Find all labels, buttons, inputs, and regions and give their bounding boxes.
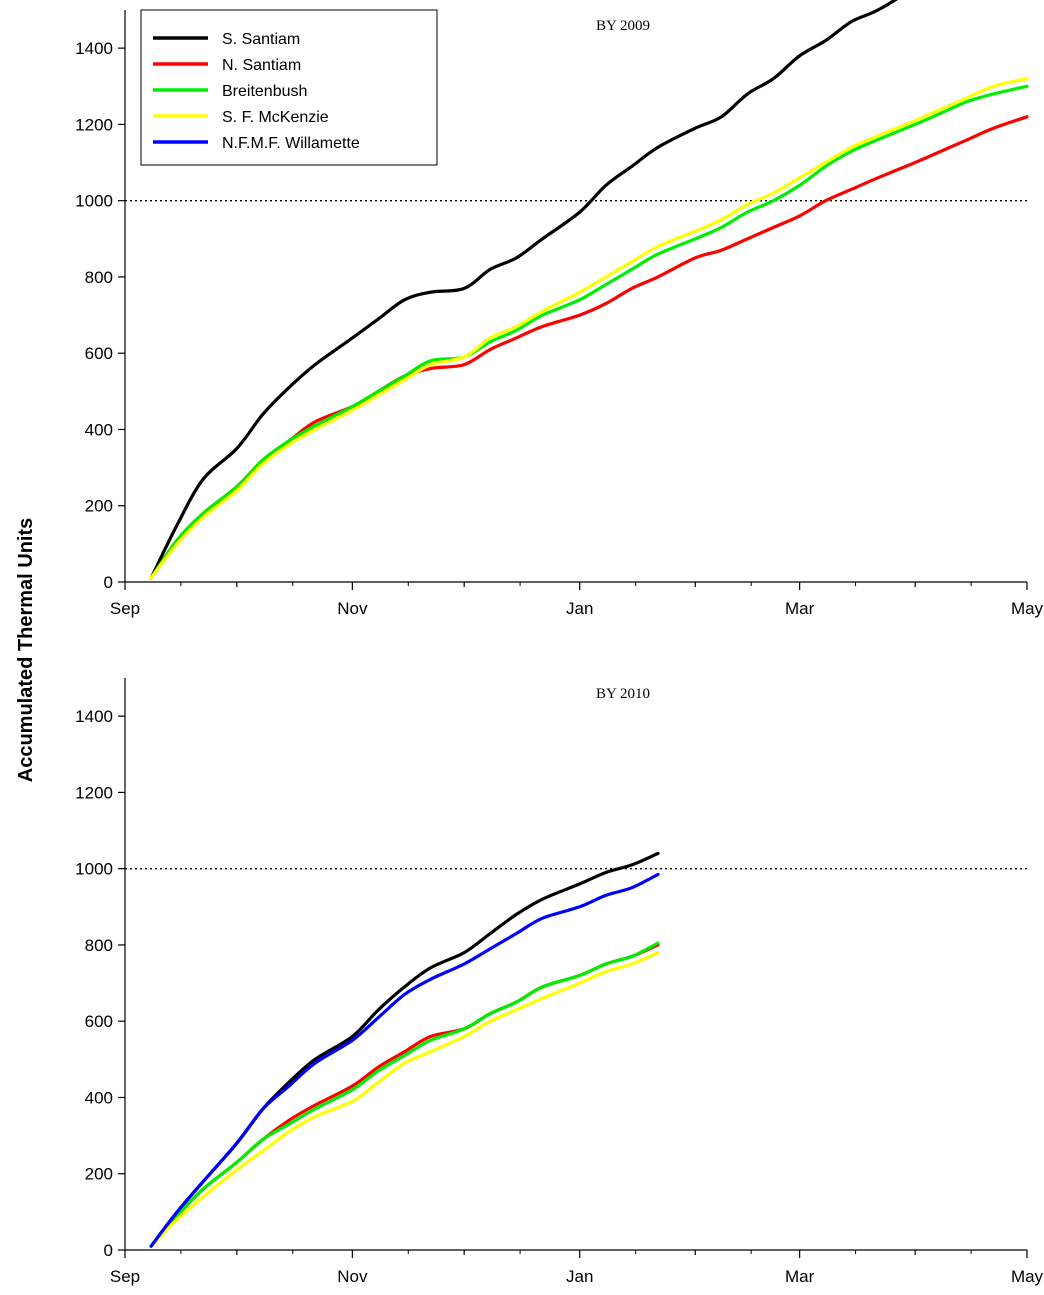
x-tick-label: Nov <box>337 1267 368 1286</box>
y-tick-label: 400 <box>85 420 113 439</box>
panel-title: BY 2010 <box>596 686 650 702</box>
series-line-n-santiam <box>149 115 1029 580</box>
x-tick-label: May <box>1011 1267 1044 1286</box>
series-line-s-santiam <box>149 851 660 1248</box>
y-tick-label: 1200 <box>75 115 113 134</box>
x-tick-label: Jan <box>566 599 593 618</box>
x-tick-label: Nov <box>337 599 368 618</box>
y-tick-label: 400 <box>85 1088 113 1107</box>
legend-label-n-f-m-f-willamette: N.F.M.F. Willamette <box>222 135 360 152</box>
y-tick-label: 200 <box>85 1165 113 1184</box>
series-line-n-santiam <box>149 943 660 1248</box>
panel-title: BY 2009 <box>596 18 650 34</box>
x-tick-label: Sep <box>110 599 140 618</box>
y-tick-label: 0 <box>104 573 113 592</box>
legend-box <box>140 9 438 166</box>
legend-label-breitenbush: Breitenbush <box>222 83 307 100</box>
series-line-breitenbush <box>149 84 1029 580</box>
x-tick-label: Mar <box>785 599 815 618</box>
y-tick-label: 600 <box>85 1012 113 1031</box>
y-tick-label: 1400 <box>75 707 113 726</box>
y-tick-label: 800 <box>85 268 113 287</box>
series-group <box>149 0 1029 580</box>
x-tick-label: May <box>1011 599 1044 618</box>
series-line-s-f-mckenzie <box>149 951 660 1248</box>
y-tick-label: 200 <box>85 497 113 516</box>
y-axis-title: Accumulated Thermal Units <box>15 518 37 783</box>
series-line-s-santiam <box>149 0 899 580</box>
chart-panel-by-2009: 0 200 400 600 800 1000 1200 1400 Sep Nov Jan Mar May… <box>75 0 1044 618</box>
series-group <box>149 851 660 1248</box>
series-line-breitenbush <box>149 941 660 1248</box>
y-tick-label: 1400 <box>75 39 113 58</box>
legend: S. Santiam N. Santiam Breitenbush S. F. McK… <box>140 9 438 166</box>
legend-label-s-santiam: S. Santiam <box>222 31 300 48</box>
y-tick-label: 600 <box>85 344 113 363</box>
y-tick-label: 1000 <box>75 860 113 879</box>
y-tick-label: 800 <box>85 936 113 955</box>
x-tick-label: Jan <box>566 1267 593 1286</box>
x-tick-label: Mar <box>785 1267 815 1286</box>
x-tick-label: Sep <box>110 1267 140 1286</box>
series-line-s-f-mckenzie <box>149 77 1029 580</box>
series-line-n-f-m-f-willamette <box>149 872 660 1248</box>
chart-panel-by-2010: 0 200 400 600 800 1000 1200 1400 Sep Nov Jan Mar May… <box>75 678 1044 1286</box>
y-tick-label: 1200 <box>75 783 113 802</box>
y-tick-label: 1000 <box>75 192 113 211</box>
legend-label-s-f-mckenzie: S. F. McKenzie <box>222 109 329 126</box>
legend-label-n-santiam: N. Santiam <box>222 57 301 74</box>
y-tick-label: 0 <box>104 1241 113 1260</box>
